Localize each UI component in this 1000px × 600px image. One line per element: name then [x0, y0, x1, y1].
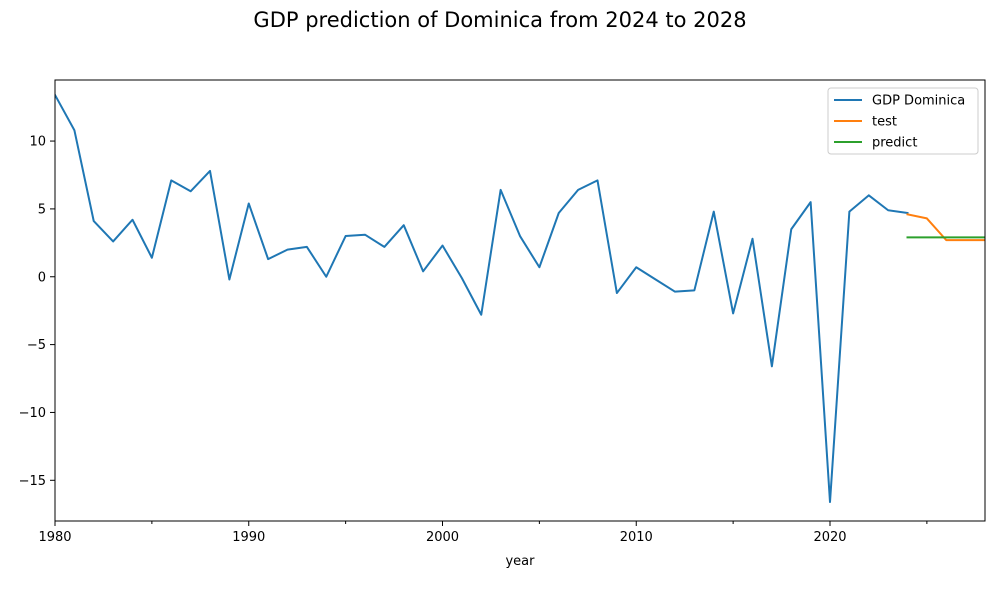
y-tick-label: 5: [38, 202, 46, 217]
x-tick-label: 1980: [38, 530, 71, 545]
series-line-gdp-dominica: [55, 93, 909, 503]
x-tick-label: 2020: [813, 530, 846, 545]
y-tick-label: −10: [19, 406, 46, 421]
y-tick-label: −5: [27, 338, 46, 353]
legend-box: [827, 87, 979, 155]
x-tick-label: 2000: [426, 530, 459, 545]
legend: GDP Dominica test predict: [827, 87, 979, 155]
chart-title: GDP prediction of Dominica from 2024 to …: [253, 8, 747, 32]
legend-label: test: [872, 115, 897, 130]
plot-frame: [54, 79, 986, 522]
y-tick-label: 0: [38, 270, 46, 285]
x-tick-label: 1990: [232, 530, 265, 545]
x-axis-label: year: [505, 554, 535, 569]
x-tick-label: 2010: [620, 530, 653, 545]
series-line-test: [906, 213, 985, 242]
y-tick-label: −15: [19, 474, 46, 489]
legend-label: predict: [872, 136, 917, 151]
y-tick-label: 10: [29, 135, 46, 150]
legend-label: GDP Dominica: [872, 94, 965, 109]
